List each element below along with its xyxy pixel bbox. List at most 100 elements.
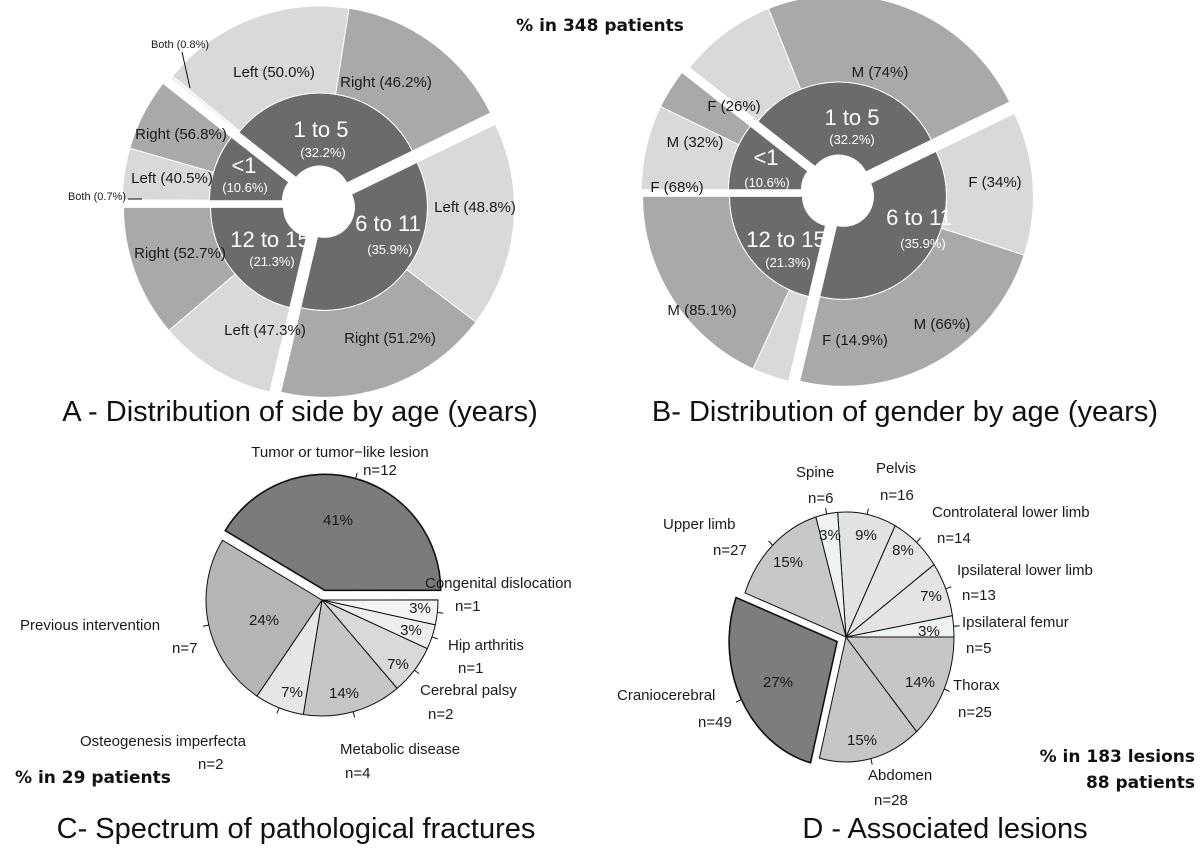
outer-label: F (14.9%) bbox=[822, 332, 888, 349]
age-pct: (10.6%) bbox=[744, 175, 790, 190]
label-tick bbox=[276, 707, 280, 714]
outer-ring-slice bbox=[171, 5, 350, 132]
age-label: 12 to 15 bbox=[230, 227, 310, 252]
slice-pct: 15% bbox=[773, 554, 803, 571]
panel-b-labels: M (74%) F (26%) M (32%) F (68%) F (34%) … bbox=[650, 64, 1158, 428]
leader-line bbox=[181, 51, 191, 89]
label-tick bbox=[437, 611, 444, 614]
slice-label: Ipsilateral femur bbox=[962, 614, 1069, 631]
outer-label: Right (56.8%) bbox=[135, 126, 227, 143]
slice-pct: 41% bbox=[323, 512, 353, 529]
label-tick bbox=[866, 508, 869, 515]
outer-label: Right (51.2%) bbox=[344, 330, 436, 347]
slice-label: Congenital dislocation bbox=[425, 575, 572, 592]
panel-a-labels: Both (0.8%) Left (50.0%) Right (46.2%) R… bbox=[62, 39, 537, 428]
pie-slice bbox=[837, 511, 896, 638]
outer-label: M (85.1%) bbox=[667, 302, 736, 319]
slice-label: Tumor or tumor−like lesion bbox=[251, 444, 428, 461]
slice-count: n=49 bbox=[698, 714, 732, 731]
outer-label: Right (46.2%) bbox=[340, 74, 432, 91]
age-pct: (32.2%) bbox=[300, 145, 346, 160]
age-pct: (10.6%) bbox=[222, 180, 268, 195]
label-tick bbox=[202, 624, 209, 627]
slice-count: n=1 bbox=[458, 660, 483, 677]
slice-count: n=2 bbox=[428, 706, 453, 723]
slice-count: n=28 bbox=[874, 792, 908, 809]
outer-ring-slice bbox=[405, 123, 515, 323]
age-label: 1 to 5 bbox=[293, 117, 348, 142]
pie-slice bbox=[205, 539, 323, 697]
label-tick bbox=[870, 758, 873, 765]
outer-label: Right (52.7%) bbox=[134, 245, 226, 262]
slice-count: n=27 bbox=[713, 542, 747, 559]
panel-d-labels: Ipsilateral femur n=5 3% Ipsilateral low… bbox=[617, 460, 1195, 845]
label-tick bbox=[431, 636, 438, 640]
slice-label: Osteogenesis imperfecta bbox=[80, 733, 247, 750]
outer-ring-slice bbox=[642, 195, 791, 370]
outer-ring-slice bbox=[799, 227, 1025, 387]
panel-d-note-lesions: % in 183 lesions bbox=[1040, 747, 1195, 767]
outer-label: Both (0.8%) bbox=[151, 39, 209, 51]
label-tick bbox=[953, 625, 960, 627]
panel-a-title: A - Distribution of side by age (years) bbox=[62, 396, 537, 428]
slice-count: n=16 bbox=[880, 487, 914, 504]
outer-label: Left (40.5%) bbox=[131, 170, 213, 187]
slice-pct: 3% bbox=[409, 600, 431, 617]
panel-a-marks bbox=[121, 5, 515, 398]
slice-label: Cerebral palsy bbox=[420, 682, 517, 699]
slice-label: Abdomen bbox=[868, 767, 932, 784]
age-label: <1 bbox=[753, 145, 778, 170]
outer-ring-slice bbox=[767, 0, 1011, 141]
label-tick bbox=[945, 586, 952, 590]
slice-pct: 3% bbox=[400, 622, 422, 639]
outer-label: Left (47.3%) bbox=[224, 322, 306, 339]
slice-pct: 7% bbox=[387, 656, 409, 673]
slice-count: n=13 bbox=[962, 587, 996, 604]
slice-pct: 14% bbox=[905, 674, 935, 691]
age-label: 6 to 11 bbox=[886, 205, 952, 230]
slice-label: Spine bbox=[796, 464, 834, 481]
label-tick bbox=[414, 669, 420, 675]
label-tick bbox=[735, 698, 742, 703]
slice-count: n=2 bbox=[198, 756, 223, 773]
slice-count: n=25 bbox=[958, 704, 992, 721]
outer-ring-slice bbox=[280, 268, 477, 398]
slice-pct: 14% bbox=[329, 685, 359, 702]
label-tick bbox=[916, 537, 921, 543]
slice-label: Previous intervention bbox=[20, 617, 160, 634]
slice-pct: 7% bbox=[920, 588, 942, 605]
slice-pct: 3% bbox=[819, 527, 841, 544]
pie-slice bbox=[845, 524, 935, 638]
outer-label: M (74%) bbox=[852, 64, 909, 81]
label-tick bbox=[352, 711, 356, 718]
outer-label: Both (0.7%) bbox=[68, 191, 126, 203]
panel-b-marks bbox=[640, 0, 1034, 387]
outer-ring-slice bbox=[129, 82, 233, 173]
slice-label: Upper limb bbox=[663, 516, 736, 533]
slice-count: n=4 bbox=[345, 765, 370, 782]
pie-slice bbox=[744, 516, 847, 638]
slice-label: Pelvis bbox=[876, 460, 916, 477]
slice-pct: 24% bbox=[249, 612, 279, 629]
outer-label: F (68%) bbox=[650, 179, 703, 196]
label-tick bbox=[825, 508, 828, 515]
slice-pct: 27% bbox=[763, 674, 793, 691]
age-pct: (21.3%) bbox=[765, 255, 811, 270]
outer-label: M (32%) bbox=[667, 134, 724, 151]
age-pct: (21.3%) bbox=[249, 254, 295, 269]
pie-slice bbox=[224, 473, 442, 592]
age-label: 6 to 11 bbox=[355, 211, 421, 236]
outer-label: Left (48.8%) bbox=[434, 199, 516, 216]
slice-count: n=6 bbox=[808, 490, 833, 507]
slice-pct: 9% bbox=[855, 527, 877, 544]
slice-pct: 7% bbox=[281, 684, 303, 701]
outer-ring-slice bbox=[659, 71, 752, 146]
slice-count: n=7 bbox=[172, 640, 197, 657]
label-tick bbox=[355, 472, 358, 479]
panel-d-marks bbox=[728, 508, 960, 765]
age-pct: (32.2%) bbox=[829, 132, 875, 147]
outer-label: M (66%) bbox=[914, 316, 971, 333]
slice-count: n=5 bbox=[966, 640, 991, 657]
age-label: <1 bbox=[231, 153, 256, 178]
